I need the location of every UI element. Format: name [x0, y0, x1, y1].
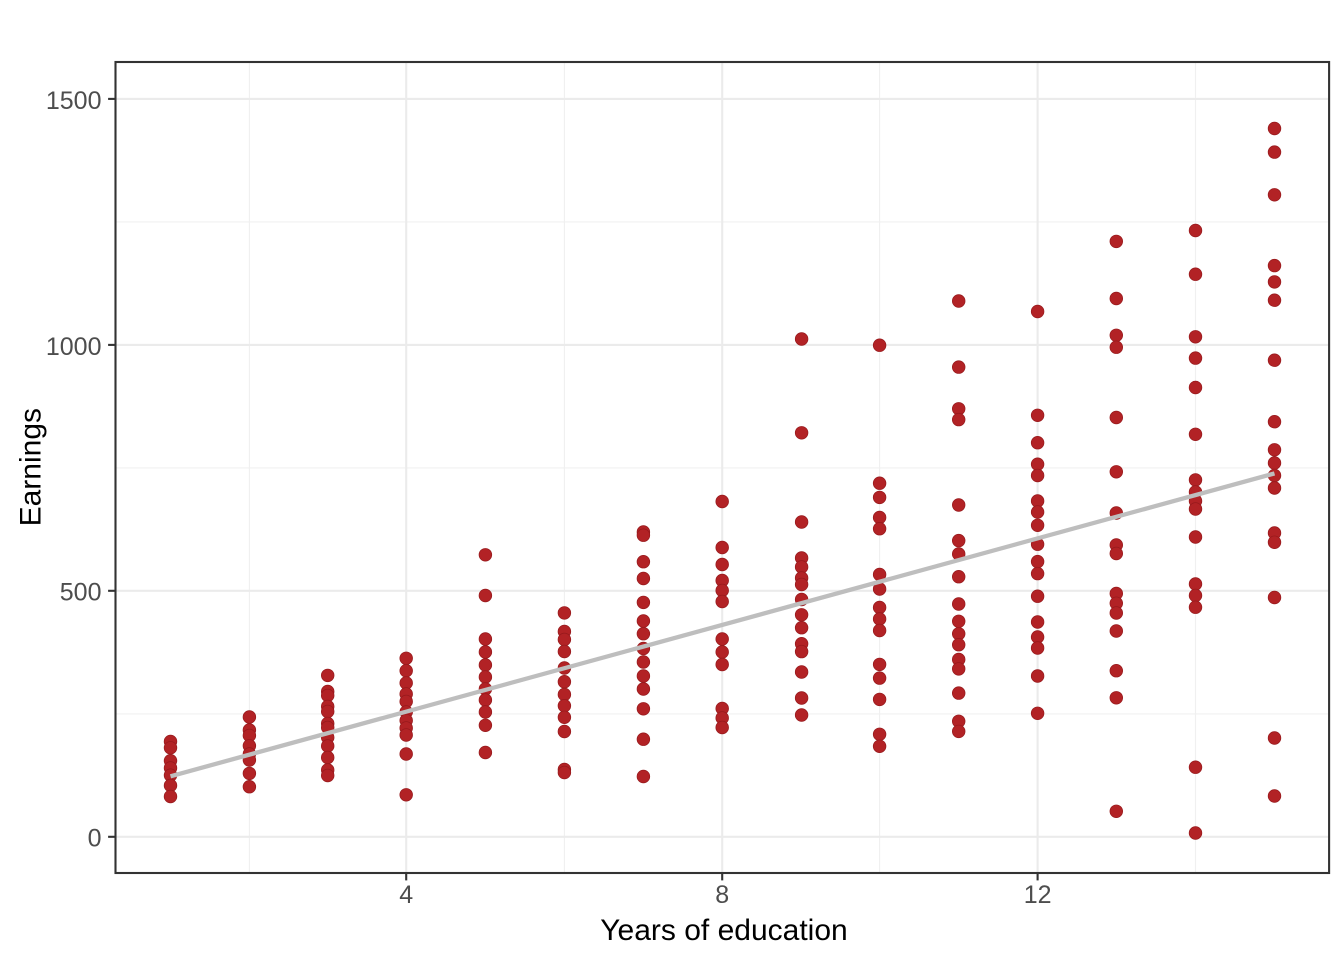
svg-text:1500: 1500	[46, 87, 102, 115]
svg-text:Earnings: Earnings	[14, 408, 47, 526]
svg-text:12: 12	[1024, 881, 1052, 909]
svg-text:8: 8	[715, 881, 729, 909]
svg-text:1000: 1000	[46, 333, 102, 361]
svg-text:0: 0	[88, 825, 102, 853]
svg-text:4: 4	[399, 881, 413, 909]
svg-text:500: 500	[60, 579, 102, 607]
svg-text:Years of education: Years of education	[600, 914, 847, 947]
